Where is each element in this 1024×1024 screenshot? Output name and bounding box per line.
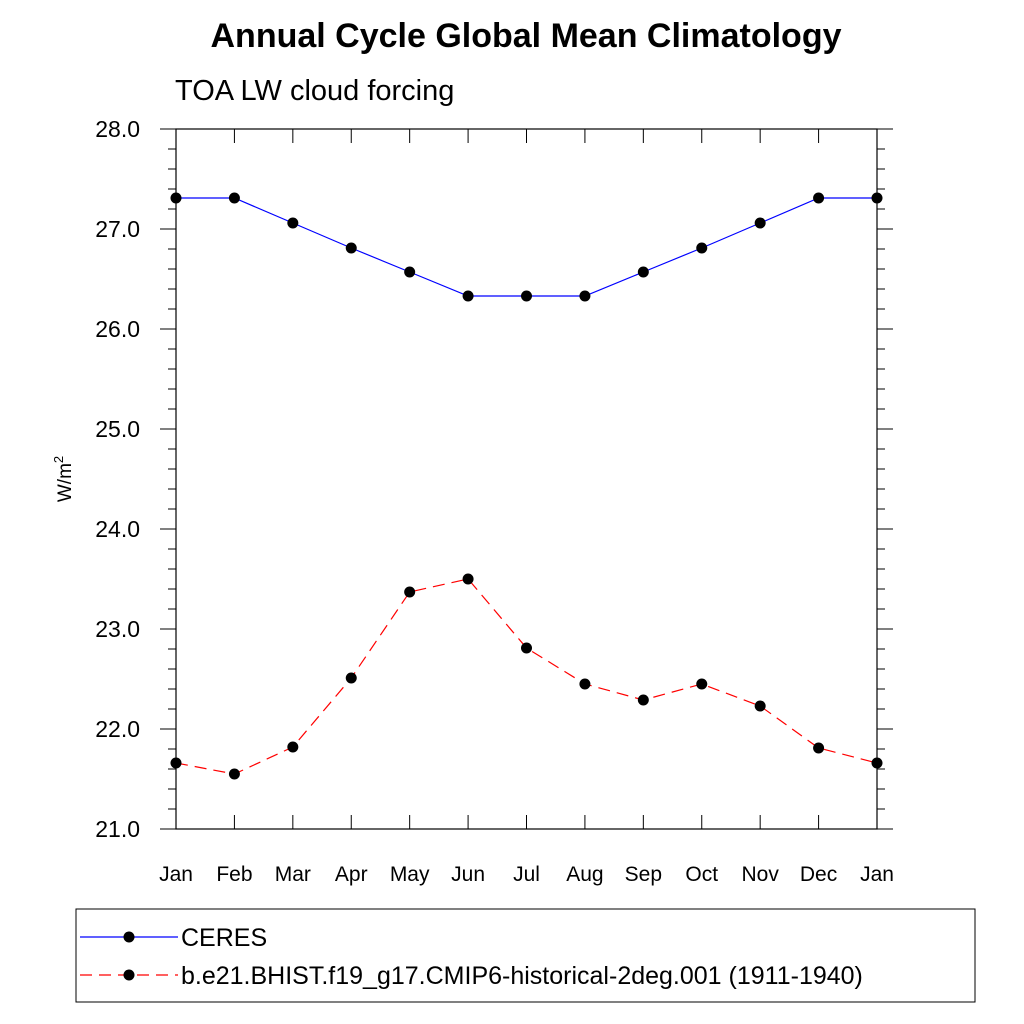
data-point xyxy=(228,768,240,780)
data-point xyxy=(287,741,299,753)
axis-ticks xyxy=(160,128,893,830)
data-point xyxy=(637,694,649,706)
data-point xyxy=(462,290,474,302)
y-axis-label: W/m2 xyxy=(51,456,76,502)
legend-label: b.e21.BHIST.f19_g17.CMIP6-historical-2de… xyxy=(181,962,863,990)
data-point xyxy=(521,642,532,654)
series-line xyxy=(175,578,878,775)
x-tick-label: Jun xyxy=(451,863,485,886)
data-point xyxy=(345,672,357,684)
x-tick-label: Jan xyxy=(860,863,894,886)
x-tick-label: Nov xyxy=(741,863,779,886)
x-tick-label: Jul xyxy=(513,863,540,886)
data-point xyxy=(579,290,591,302)
data-point xyxy=(404,266,416,278)
data-point xyxy=(813,742,825,754)
y-axis-label-superscript: 2 xyxy=(51,456,66,463)
x-tick-label: Apr xyxy=(335,863,368,886)
svg-text:W/m2: W/m2 xyxy=(51,456,76,502)
tick-labels: Jan Feb Mar Apr May Jun Jul Aug Sep Oct Nov Dec Jan 2… xyxy=(95,116,894,886)
data-point xyxy=(754,700,766,712)
y-tick-label: 27.0 xyxy=(95,216,140,242)
series-2 xyxy=(170,573,883,780)
y-tick-label: 28.0 xyxy=(95,116,140,142)
legend-marker xyxy=(123,931,135,943)
y-axis-label-text: W/m xyxy=(55,463,76,502)
x-tick-label: Feb xyxy=(216,863,252,886)
data-point xyxy=(287,217,299,229)
series-line xyxy=(176,197,877,297)
plot-frame xyxy=(175,128,878,830)
data-point xyxy=(813,192,825,204)
data-point xyxy=(404,586,416,598)
legend-marker xyxy=(123,969,135,981)
y-tick-label: 23.0 xyxy=(95,616,140,642)
x-tick-label: Mar xyxy=(275,863,311,886)
data-point xyxy=(696,678,708,690)
data-point xyxy=(637,266,649,278)
x-tick-label: May xyxy=(390,863,430,886)
series-1 xyxy=(170,192,883,302)
chart-title: Annual Cycle Global Mean Climatology xyxy=(211,17,842,55)
data-point xyxy=(462,573,474,585)
x-tick-label: Dec xyxy=(800,863,837,886)
x-tick-label: Aug xyxy=(566,863,603,886)
legend: CERES b.e21.BHIST.f19_g17.CMIP6-historica… xyxy=(75,908,976,1003)
legend-box xyxy=(75,908,976,1003)
x-tick-label: Sep xyxy=(625,863,662,886)
y-tick-label: 21.0 xyxy=(95,816,140,842)
data-point xyxy=(521,290,532,302)
x-tick-label: Jan xyxy=(159,863,193,886)
plot-series xyxy=(170,192,883,780)
y-tick-label: 24.0 xyxy=(95,516,140,542)
data-point xyxy=(696,242,708,254)
y-tick-label: 25.0 xyxy=(95,416,140,442)
y-tick-label: 26.0 xyxy=(95,316,140,342)
data-point xyxy=(754,217,766,229)
x-tick-label: Oct xyxy=(685,863,718,886)
data-point xyxy=(228,192,240,204)
legend-label: CERES xyxy=(181,924,267,952)
data-point xyxy=(579,678,591,690)
y-tick-label: 22.0 xyxy=(95,716,140,742)
chart-subtitle: TOA LW cloud forcing xyxy=(175,75,454,107)
data-point xyxy=(345,242,357,254)
